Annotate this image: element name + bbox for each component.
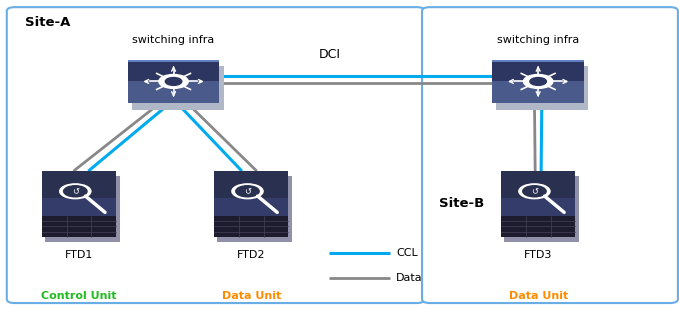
Text: switching infra: switching infra (132, 35, 215, 45)
Text: ↺: ↺ (531, 187, 538, 196)
Circle shape (530, 78, 547, 85)
Text: FTD2: FTD2 (237, 250, 265, 260)
FancyBboxPatch shape (214, 216, 289, 237)
FancyBboxPatch shape (501, 198, 575, 216)
Text: FTD3: FTD3 (524, 250, 552, 260)
Text: ↺: ↺ (72, 187, 79, 196)
Circle shape (523, 186, 546, 197)
FancyBboxPatch shape (501, 216, 575, 237)
Circle shape (524, 75, 553, 89)
FancyBboxPatch shape (217, 176, 292, 242)
Circle shape (165, 78, 182, 85)
FancyBboxPatch shape (128, 60, 219, 62)
FancyBboxPatch shape (128, 60, 219, 81)
FancyBboxPatch shape (501, 171, 575, 198)
Text: ↺: ↺ (244, 187, 251, 196)
Circle shape (232, 184, 263, 199)
FancyBboxPatch shape (42, 171, 116, 198)
Circle shape (159, 75, 188, 89)
FancyBboxPatch shape (214, 198, 289, 216)
Text: Site-B: Site-B (439, 197, 484, 210)
FancyBboxPatch shape (422, 7, 678, 303)
Text: Data Unit: Data Unit (509, 291, 568, 301)
Circle shape (60, 184, 91, 199)
Text: FTD1: FTD1 (65, 250, 93, 260)
Text: Control Unit: Control Unit (41, 291, 117, 301)
Text: Site-A: Site-A (25, 16, 71, 29)
FancyBboxPatch shape (7, 7, 425, 303)
Text: Data Unit: Data Unit (221, 291, 281, 301)
FancyBboxPatch shape (492, 60, 584, 62)
Text: switching infra: switching infra (497, 35, 579, 45)
FancyBboxPatch shape (132, 66, 223, 109)
Text: Data: Data (397, 273, 423, 283)
FancyBboxPatch shape (492, 60, 584, 81)
Circle shape (519, 184, 550, 199)
FancyBboxPatch shape (42, 198, 116, 216)
FancyBboxPatch shape (128, 81, 219, 103)
FancyBboxPatch shape (492, 81, 584, 103)
Text: CCL: CCL (397, 248, 418, 258)
Text: DCI: DCI (318, 48, 341, 61)
FancyBboxPatch shape (45, 176, 120, 242)
FancyBboxPatch shape (504, 176, 579, 242)
Circle shape (64, 186, 87, 197)
FancyBboxPatch shape (42, 216, 116, 237)
Circle shape (236, 186, 259, 197)
FancyBboxPatch shape (496, 66, 588, 109)
FancyBboxPatch shape (214, 171, 289, 198)
